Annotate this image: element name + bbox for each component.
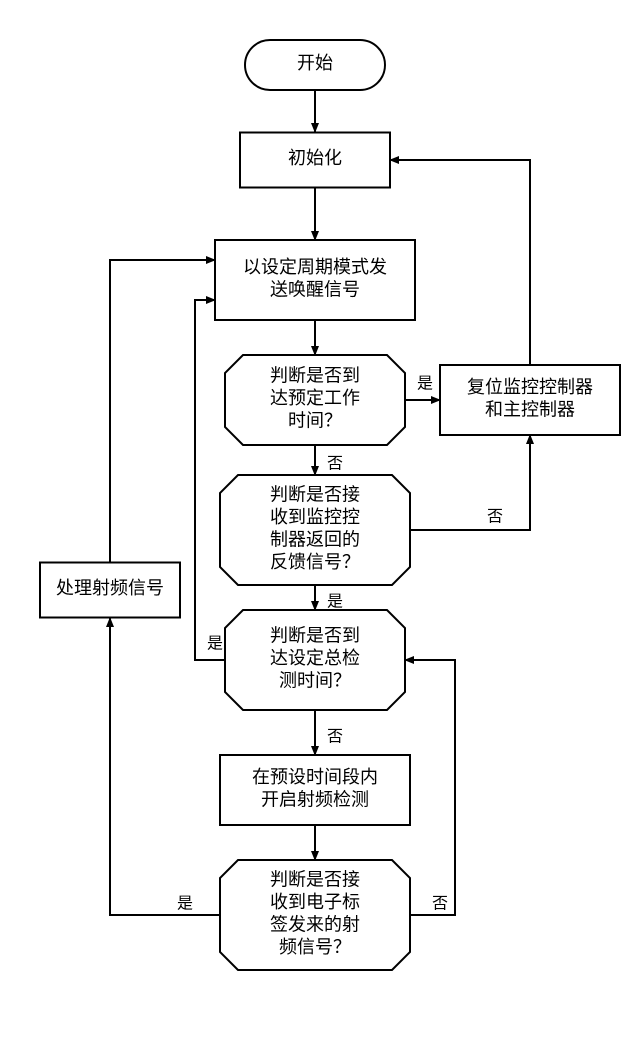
node-text: 频信号？ <box>279 937 351 957</box>
node-text: 处理射频信号 <box>56 578 164 598</box>
node-text: 和主控制器 <box>485 399 575 419</box>
node-sendwake: 以设定周期模式发送唤醒信号 <box>215 240 415 320</box>
node-text: 反馈信号？ <box>270 552 360 572</box>
edge-label: 是 <box>207 636 223 653</box>
node-text: 签发来的射 <box>270 914 360 934</box>
edge-label: 是 <box>417 376 433 393</box>
node-text: 制器返回的 <box>270 529 360 549</box>
node-reset: 复位监控控制器和主控制器 <box>440 365 620 435</box>
node-text: 开启射频检测 <box>261 789 369 809</box>
edge <box>195 300 225 660</box>
edge-label: 否 <box>327 729 343 746</box>
node-process_rf: 处理射频信号 <box>40 563 180 618</box>
node-text: 送唤醒信号 <box>270 279 360 299</box>
node-text: 判断是否接 <box>270 484 360 504</box>
node-text: 开始 <box>297 53 333 73</box>
node-text: 判断是否到 <box>270 366 360 386</box>
node-text: 以设定周期模式发 <box>243 257 387 277</box>
node-rfon: 在预设时间段内开启射频检测 <box>220 755 410 825</box>
node-d_time: 判断是否到达预定工作时间？ <box>225 355 405 445</box>
node-text: 判断是否到 <box>270 626 360 646</box>
edge <box>405 660 455 915</box>
node-start: 开始 <box>245 40 385 90</box>
edge <box>410 435 530 530</box>
node-text: 收到电子标 <box>270 892 360 912</box>
node-text: 复位监控控制器 <box>467 377 593 397</box>
edge <box>110 260 215 562</box>
node-text: 在预设时间段内 <box>252 767 378 787</box>
edge-label: 是 <box>177 896 193 913</box>
node-d_rfsig: 判断是否接收到电子标签发来的射频信号？ <box>220 860 410 970</box>
node-text: 初始化 <box>288 148 342 168</box>
edge-label: 否 <box>487 509 503 526</box>
edge-label: 是 <box>327 594 343 611</box>
node-text: 达设定总检 <box>270 648 360 668</box>
node-text: 判断是否接 <box>270 869 360 889</box>
node-text: 测时间？ <box>279 671 351 691</box>
edge-label: 否 <box>432 896 448 913</box>
node-init: 初始化 <box>240 133 390 188</box>
edge-label: 否 <box>327 456 343 473</box>
node-text: 收到监控控 <box>270 507 360 527</box>
node-text: 时间？ <box>288 411 342 431</box>
node-d_total: 判断是否到达设定总检测时间？ <box>225 610 405 710</box>
edge <box>110 618 220 915</box>
node-text: 达预定工作 <box>270 388 360 408</box>
node-d_feedback: 判断是否接收到监控控制器返回的反馈信号？ <box>220 475 410 585</box>
